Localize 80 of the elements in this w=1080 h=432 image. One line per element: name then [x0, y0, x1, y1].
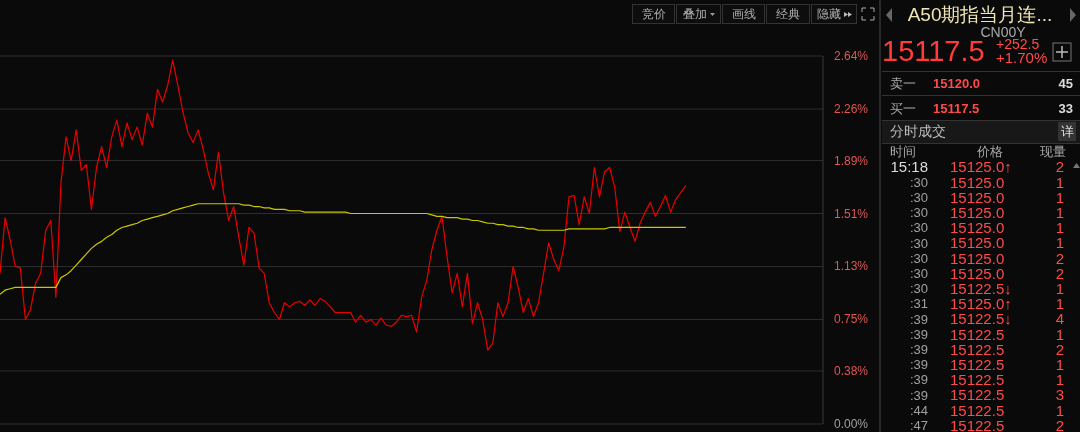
text: 画线	[731, 7, 756, 21]
y-tick-label: 0.75%	[834, 312, 869, 327]
text: 分时成交	[890, 123, 946, 140]
text: 15120.0	[933, 75, 980, 91]
text: 1	[1055, 295, 1064, 313]
text: :39	[909, 387, 928, 403]
text: 叠加	[682, 7, 707, 21]
text: 竞价	[641, 7, 666, 21]
text: 1	[1055, 401, 1064, 419]
y-tick-label: 0.00%	[834, 417, 869, 431]
text: :30	[909, 174, 928, 190]
text: 15125.0	[950, 188, 1005, 206]
text: 隐藏	[816, 7, 841, 21]
text: 15:18	[890, 158, 928, 176]
text: 1	[1055, 204, 1064, 221]
text: 15125.0	[950, 249, 1005, 267]
text: 15122.5	[950, 371, 1005, 389]
text: :44	[909, 402, 928, 418]
text: 15125.0	[950, 234, 1005, 252]
text: 15122.5	[950, 356, 1005, 373]
text: 15125.0	[950, 219, 1005, 237]
text: 15125.0	[950, 264, 1005, 282]
text: 15125.0	[950, 173, 1005, 191]
text: :39	[909, 342, 928, 358]
text: :47	[909, 418, 928, 432]
text: 现量	[1040, 143, 1066, 159]
text: :39	[909, 326, 928, 342]
text: 2	[1055, 158, 1064, 176]
text: 1	[1055, 219, 1064, 237]
text: 4	[1055, 310, 1064, 328]
text: 15125.0↑	[950, 158, 1012, 176]
text: 15122.5	[950, 340, 1005, 358]
text: :30	[909, 281, 928, 297]
text: 经典	[776, 7, 800, 21]
text: 15122.5	[950, 325, 1005, 343]
text: 15122.5↓	[950, 280, 1012, 297]
y-tick-label: 1.89%	[834, 153, 869, 168]
text: 1	[1055, 173, 1064, 191]
text: 2	[1055, 264, 1064, 282]
text: :30	[909, 220, 928, 236]
text: 33	[1058, 100, 1073, 116]
text: :30	[909, 250, 928, 266]
text: 15122.5↓	[950, 310, 1012, 328]
text: :39	[909, 311, 928, 327]
text: 2	[1055, 249, 1064, 267]
text: :30	[909, 235, 928, 251]
text: :30	[909, 266, 928, 282]
text: 1	[1055, 371, 1064, 389]
text: 3	[1055, 386, 1064, 404]
text: 2	[1055, 416, 1064, 432]
text: :39	[909, 357, 928, 373]
text: 15125.0↑	[950, 295, 1012, 313]
text: 1	[1055, 188, 1064, 206]
text: :30	[909, 205, 928, 221]
text: :39	[909, 372, 928, 388]
y-tick-label: 2.26%	[834, 101, 869, 116]
text: 时间	[890, 143, 916, 159]
line-series	[0, 203, 687, 295]
text: 1	[1055, 280, 1064, 297]
text: 15122.5	[950, 416, 1005, 432]
line-series	[0, 59, 687, 351]
text: 15122.5	[950, 401, 1005, 419]
text: 1	[1055, 234, 1064, 252]
text: 15125.0	[950, 204, 1005, 221]
text: :31	[909, 296, 928, 312]
y-tick-label: 1.13%	[834, 259, 869, 274]
text: 45	[1058, 75, 1073, 91]
text: 15117.5	[933, 100, 980, 116]
text: 1	[1055, 325, 1064, 343]
text: 1	[1055, 356, 1064, 373]
text: 15122.5	[950, 386, 1005, 404]
text: 价格	[976, 143, 1003, 159]
text: 买一	[890, 100, 916, 116]
text: 卖一	[890, 75, 916, 91]
text: A50期指当月连...	[907, 4, 1053, 25]
text: :30	[909, 190, 928, 206]
y-tick-label: 2.64%	[834, 49, 869, 63]
text: 2	[1055, 340, 1064, 358]
y-tick-label: 1.51%	[834, 206, 869, 221]
y-tick-label: 0.38%	[834, 364, 869, 379]
